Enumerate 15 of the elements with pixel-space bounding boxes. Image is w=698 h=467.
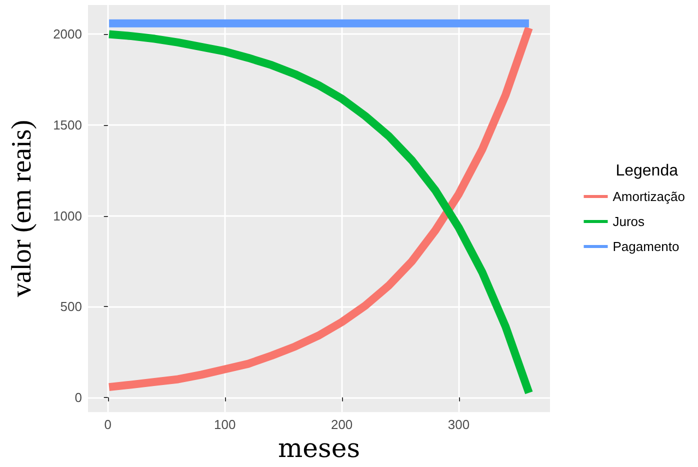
x-tick-label: 200: [330, 417, 353, 432]
x-axis-title: meses: [278, 434, 360, 464]
y-tick-label: 2000: [53, 26, 82, 42]
y-tick-label: 0: [74, 390, 82, 405]
x-tick-label: 100: [214, 417, 236, 432]
legend-label: Pagamento: [612, 239, 680, 254]
x-tick-label: 300: [448, 417, 470, 432]
legend-title: Legenda: [616, 162, 678, 180]
x-tick-label: 0: [104, 417, 112, 432]
y-tick-label: 500: [60, 299, 82, 314]
legend-label: Juros: [612, 214, 646, 229]
y-tick-label: 1000: [53, 208, 82, 224]
y-axis-title: valor (em reais): [6, 120, 38, 298]
legend-label: Amortização: [612, 189, 685, 204]
y-tick-label: 1500: [53, 118, 82, 133]
